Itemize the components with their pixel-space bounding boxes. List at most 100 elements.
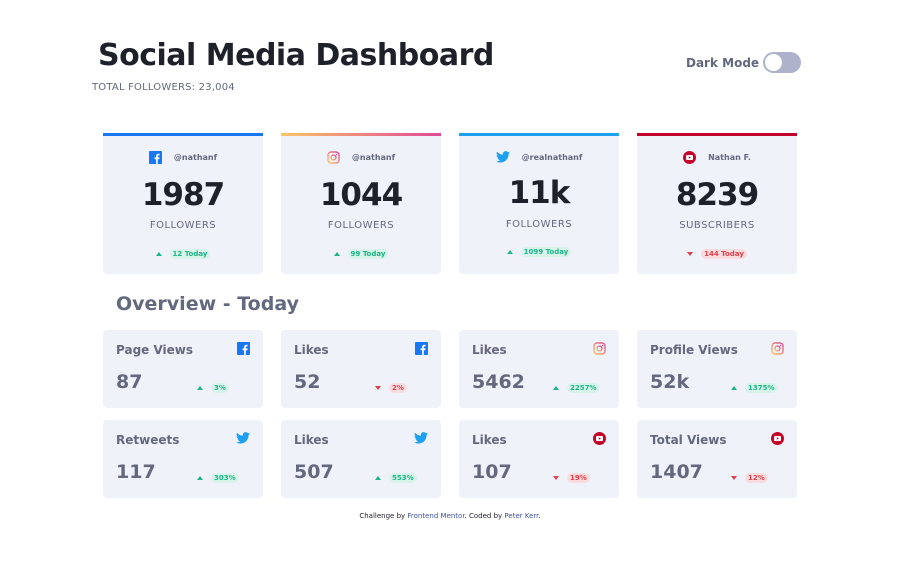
- overview-value: 5462: [472, 371, 525, 393]
- youtube-icon: [593, 432, 606, 445]
- twitter-icon: [236, 432, 250, 444]
- instagram-icon: [593, 342, 606, 355]
- overview-change: 553%: [375, 473, 417, 483]
- change-badge: 99 Today: [347, 249, 389, 259]
- overview-value: 107: [472, 461, 512, 483]
- change-badge: 12%: [745, 473, 768, 483]
- overview-label: Likes: [472, 343, 507, 357]
- card-top-bar: [637, 133, 797, 136]
- dark-mode-toggle[interactable]: [763, 52, 802, 73]
- card-change: 99 Today: [281, 249, 441, 259]
- overview-card-page-views[interactable]: Page Views 87 3%: [103, 330, 263, 408]
- overview-label: Page Views: [116, 343, 194, 357]
- dark-mode-label: Dark Mode: [686, 55, 760, 70]
- arrow-up-icon: [333, 252, 340, 256]
- instagram-icon: [771, 342, 784, 355]
- card-handle: Nathan F.: [708, 153, 751, 162]
- overview-value: 52: [294, 371, 321, 393]
- overview-value: 52k: [650, 371, 690, 393]
- arrow-up-icon: [731, 386, 737, 390]
- card-top-bar: [459, 133, 619, 136]
- card-count: 11k: [508, 175, 571, 211]
- overview-card-twitter-likes[interactable]: Likes 507 553%: [281, 420, 441, 498]
- footer-middle: . Coded by: [464, 512, 505, 520]
- arrow-up-icon: [506, 250, 513, 254]
- overview-label: Likes: [294, 343, 329, 357]
- arrow-down-icon: [375, 386, 381, 390]
- overview-card-facebook-likes[interactable]: Likes 52 2%: [281, 330, 441, 408]
- change-badge: 1375%: [745, 383, 778, 393]
- twitter-icon: [414, 432, 428, 444]
- facebook-icon: [415, 342, 428, 355]
- overview-card-youtube-likes[interactable]: Likes 107 19%: [459, 420, 619, 498]
- card-top-bar: [281, 133, 441, 136]
- card-change: 12 Today: [103, 249, 263, 259]
- change-badge: 3%: [211, 383, 229, 393]
- card-handle: @nathanf: [173, 153, 218, 162]
- card-unit: FOLLOWERS: [327, 220, 395, 231]
- card-handle-row: @nathanf: [103, 151, 263, 164]
- facebook-icon: [148, 151, 162, 164]
- arrow-up-icon: [197, 386, 203, 390]
- overview-label: Retweets: [116, 433, 180, 447]
- change-badge: 2%: [389, 383, 407, 393]
- card-handle-row: Nathan F.: [637, 151, 797, 164]
- arrow-up-icon: [197, 476, 203, 480]
- card-twitter[interactable]: @realnathanf 11k FOLLOWERS 1099 Today: [459, 133, 619, 274]
- frontend-mentor-link[interactable]: Frontend Mentor: [407, 512, 465, 520]
- dark-mode-control: Dark Mode: [686, 52, 802, 73]
- arrow-up-icon: [553, 386, 559, 390]
- overview-card-profile-views[interactable]: Profile Views 52k 1375%: [637, 330, 797, 408]
- card-change: 1099 Today: [459, 247, 619, 257]
- change-badge: 12 Today: [169, 249, 211, 259]
- overview-card-total-views[interactable]: Total Views 1407 12%: [637, 420, 797, 498]
- youtube-icon: [771, 432, 784, 445]
- card-change: 144 Today: [637, 249, 797, 259]
- card-handle-row: @nathanf: [281, 151, 441, 164]
- overview-change: 3%: [197, 383, 229, 393]
- overview-card-retweets[interactable]: Retweets 117 303%: [103, 420, 263, 498]
- overview-value: 117: [116, 461, 156, 483]
- card-count: 1044: [319, 177, 403, 213]
- footer-prefix: Challenge by: [359, 512, 408, 520]
- youtube-icon: [683, 151, 697, 164]
- change-badge: 1099 Today: [520, 247, 572, 257]
- card-handle-row: @realnathanf: [459, 151, 619, 163]
- overview-change: 2%: [375, 383, 407, 393]
- overview-label: Total Views: [650, 433, 727, 447]
- page-title: Social Media Dashboard: [98, 38, 494, 73]
- overview-label: Likes: [472, 433, 507, 447]
- card-youtube[interactable]: Nathan F. 8239 SUBSCRIBERS 144 Today: [637, 133, 797, 274]
- overview-value: 87: [116, 371, 143, 393]
- overview-card-instagram-likes[interactable]: Likes 5462 2257%: [459, 330, 619, 408]
- twitter-icon: [495, 151, 510, 163]
- instagram-icon: [327, 151, 340, 164]
- card-instagram[interactable]: @nathanf 1044 FOLLOWERS 99 Today: [281, 133, 441, 274]
- change-badge: 2257%: [567, 383, 600, 393]
- arrow-down-icon: [687, 252, 694, 256]
- card-handle: @nathanf: [351, 153, 396, 162]
- facebook-icon: [237, 342, 250, 355]
- footer-suffix: .: [538, 512, 541, 520]
- arrow-up-icon: [155, 252, 162, 256]
- arrow-down-icon: [553, 476, 559, 480]
- overview-value: 1407: [650, 461, 703, 483]
- author-link[interactable]: Peter Kerr: [504, 512, 539, 520]
- overview-title: Overview - Today: [116, 293, 299, 315]
- overview-change: 2257%: [553, 383, 600, 393]
- overview-change: 1375%: [731, 383, 778, 393]
- attribution-footer: Challenge by Frontend Mentor. Coded by P…: [0, 512, 900, 520]
- card-facebook[interactable]: @nathanf 1987 FOLLOWERS 12 Today: [103, 133, 263, 274]
- card-handle: @realnathanf: [521, 152, 583, 162]
- card-count: 8239: [675, 177, 759, 213]
- change-badge: 553%: [389, 473, 417, 483]
- overview-label: Likes: [294, 433, 329, 447]
- arrow-up-icon: [375, 476, 381, 480]
- change-badge: 144 Today: [701, 249, 747, 259]
- overview-change: 19%: [553, 473, 590, 483]
- overview-label: Profile Views: [650, 343, 738, 357]
- overview-value: 507: [294, 461, 334, 483]
- change-badge: 303%: [211, 473, 239, 483]
- overview-change: 12%: [731, 473, 768, 483]
- card-unit: SUBSCRIBERS: [679, 220, 755, 231]
